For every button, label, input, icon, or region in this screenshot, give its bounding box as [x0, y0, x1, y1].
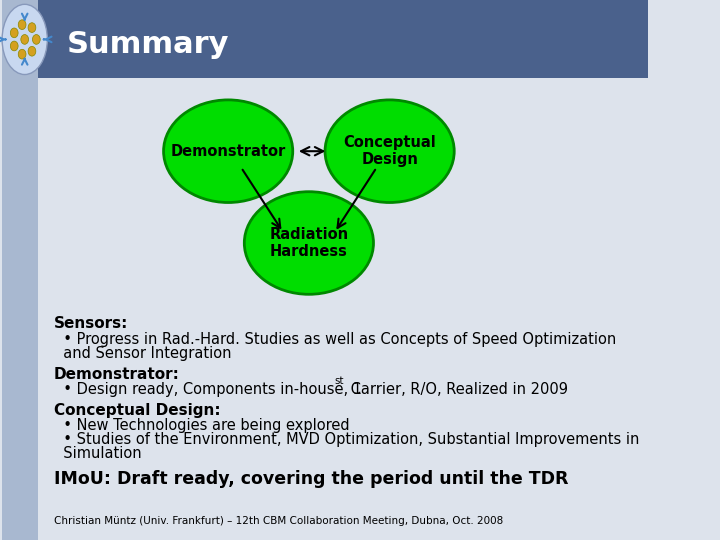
- Text: Conceptual Design:: Conceptual Design:: [54, 403, 220, 418]
- Ellipse shape: [18, 49, 26, 59]
- Ellipse shape: [244, 192, 374, 294]
- Ellipse shape: [10, 41, 18, 51]
- Text: Carrier, R/O, Realized in 2009: Carrier, R/O, Realized in 2009: [346, 382, 568, 397]
- Text: st: st: [335, 376, 344, 387]
- Text: Demonstrator:: Demonstrator:: [54, 367, 180, 382]
- Text: Radiation
Hardness: Radiation Hardness: [269, 227, 348, 259]
- Text: IMoU: Draft ready, covering the period until the TDR: IMoU: Draft ready, covering the period u…: [54, 470, 568, 488]
- Ellipse shape: [28, 46, 36, 56]
- Text: Summary: Summary: [67, 30, 229, 59]
- FancyBboxPatch shape: [37, 0, 648, 78]
- Ellipse shape: [2, 4, 48, 75]
- Text: Simulation: Simulation: [54, 446, 141, 461]
- Ellipse shape: [21, 35, 29, 44]
- FancyBboxPatch shape: [2, 0, 37, 540]
- Ellipse shape: [28, 23, 36, 32]
- Ellipse shape: [18, 20, 26, 30]
- Text: and Sensor Integration: and Sensor Integration: [54, 346, 231, 361]
- Text: • Progress in Rad.-Hard. Studies as well as Concepts of Speed Optimization: • Progress in Rad.-Hard. Studies as well…: [54, 332, 616, 347]
- Ellipse shape: [32, 35, 40, 44]
- Text: • Design ready, Components in-house, 1: • Design ready, Components in-house, 1: [54, 382, 361, 397]
- Text: Demonstrator: Demonstrator: [171, 144, 286, 159]
- Ellipse shape: [10, 28, 18, 38]
- Text: Sensors:: Sensors:: [54, 316, 128, 331]
- Text: Conceptual
Design: Conceptual Design: [343, 135, 436, 167]
- Ellipse shape: [163, 100, 293, 202]
- Ellipse shape: [325, 100, 454, 202]
- Text: • Studies of the Environment, MVD Optimization, Substantial Improvements in: • Studies of the Environment, MVD Optimi…: [54, 432, 639, 447]
- Text: Christian Müntz (Univ. Frankfurt) – 12th CBM Collaboration Meeting, Dubna, Oct. : Christian Müntz (Univ. Frankfurt) – 12th…: [54, 516, 503, 526]
- Text: • New Technologies are being explored: • New Technologies are being explored: [54, 418, 349, 433]
